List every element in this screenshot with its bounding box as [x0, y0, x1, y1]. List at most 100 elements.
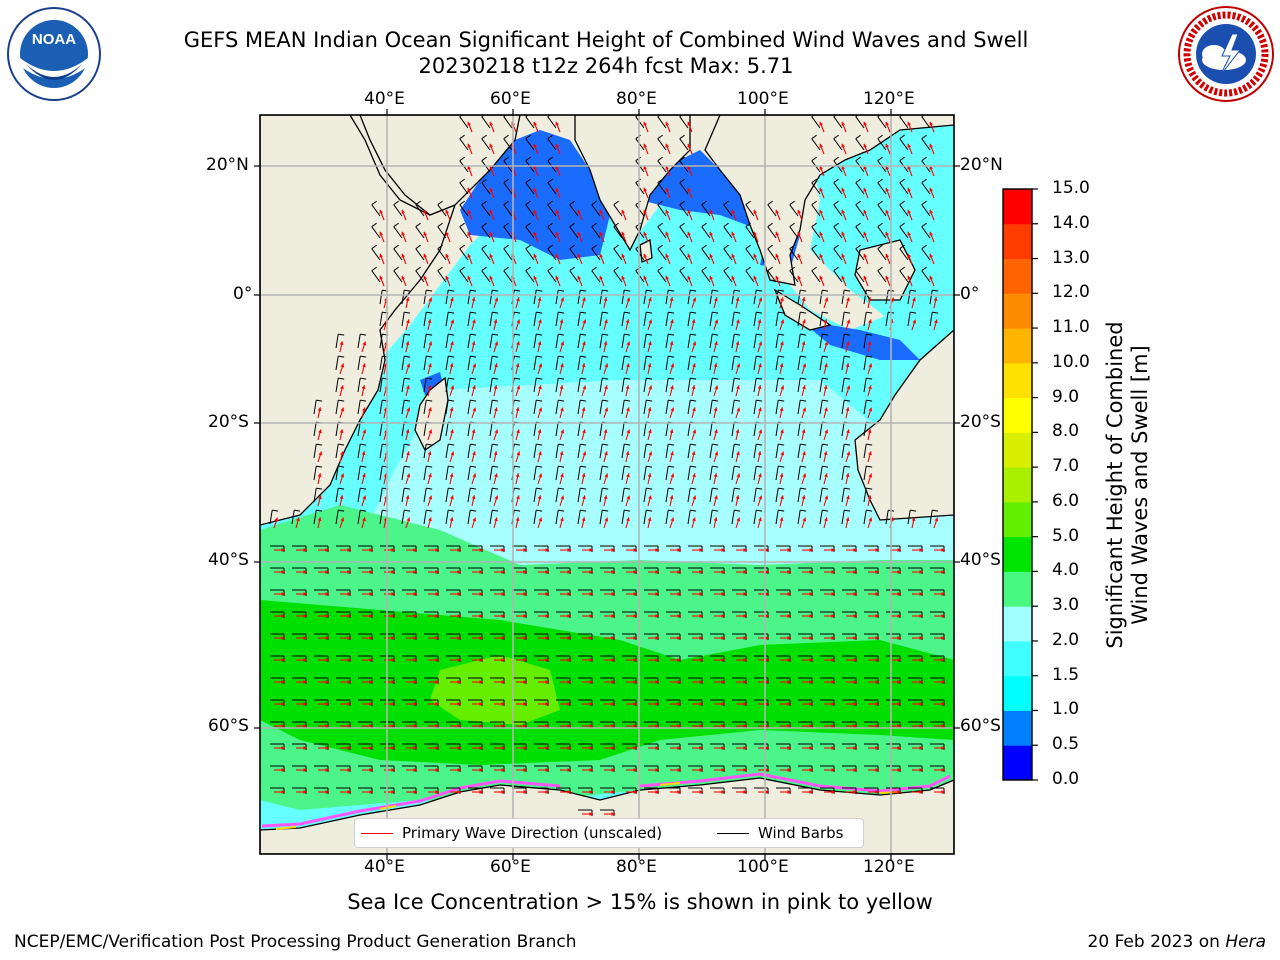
wave-direction-arrow: [577, 275, 583, 287]
wind-barb: [313, 509, 323, 525]
wave-direction-arrow: [560, 746, 571, 750]
wave-direction-arrow: [779, 451, 785, 463]
wind-barb: [525, 266, 535, 283]
colorbar-segment-8: [1003, 467, 1032, 503]
wave-direction-arrow: [537, 297, 542, 309]
wind-barb: [899, 222, 909, 239]
colorbar-tick-label: 9.0: [1052, 386, 1080, 407]
wind-barb: [335, 509, 345, 525]
wind-barb: [622, 655, 637, 662]
wave-direction-arrow: [296, 592, 307, 596]
wind-barb: [797, 487, 807, 503]
wind-barb: [489, 399, 499, 415]
wind-barb: [864, 655, 879, 662]
wave-direction-arrow: [845, 495, 850, 507]
wave-direction-arrow: [406, 724, 417, 728]
wind-barb: [424, 633, 439, 640]
wave-direction-arrow: [907, 253, 913, 265]
wind-barb: [357, 487, 367, 503]
wind-barb: [599, 509, 609, 525]
wave-direction-arrow: [824, 592, 835, 596]
wave-direction-arrow: [714, 768, 725, 772]
wind-barb: [292, 589, 307, 596]
wind-barb: [775, 443, 785, 459]
wind-barb: [613, 222, 623, 239]
wind-barb: [709, 443, 719, 459]
wave-direction-arrow: [863, 121, 869, 133]
legend-item-wind-barbs: Wind Barbs: [717, 824, 843, 842]
wave-direction-arrow: [802, 548, 813, 552]
wind-barb: [534, 611, 549, 618]
colorbar-tick-label: 8.0: [1052, 421, 1080, 442]
wind-barb: [811, 266, 821, 283]
wave-direction-arrow: [692, 724, 703, 728]
wind-barb: [753, 465, 763, 481]
wave-direction-arrow: [709, 253, 715, 265]
wave-direction-arrow: [626, 614, 637, 618]
wave-direction-arrow: [648, 614, 659, 618]
wave-direction-arrow: [780, 680, 791, 684]
wind-barb: [578, 699, 593, 706]
wind-barb: [503, 222, 513, 239]
wave-direction-arrow: [775, 231, 781, 243]
wave-direction-arrow: [846, 570, 857, 574]
wave-direction-arrow: [647, 429, 652, 441]
wave-direction-arrow: [669, 385, 674, 397]
chart-title: GEFS MEAN Indian Ocean Significant Heigh…: [183, 28, 1029, 52]
wind-barb: [468, 545, 483, 552]
wind-barb: [402, 567, 417, 574]
wave-direction-arrow: [560, 636, 571, 640]
wave-direction-arrow: [559, 407, 564, 419]
wave-direction-arrow: [384, 614, 395, 618]
wind-barb: [547, 134, 557, 151]
wave-direction-arrow: [582, 658, 593, 662]
wind-barb: [930, 545, 945, 552]
wind-barb: [569, 222, 579, 239]
wave-direction-arrow: [846, 702, 857, 706]
wave-direction-arrow: [340, 702, 351, 706]
wind-barb: [899, 115, 909, 129]
wave-direction-arrow: [296, 614, 307, 618]
wave-direction-arrow: [665, 253, 671, 265]
wind-barb: [687, 465, 697, 481]
wind-barb: [577, 377, 587, 393]
wave-direction-arrow: [802, 592, 813, 596]
wind-barb: [314, 545, 329, 552]
wave-direction-arrow: [494, 592, 505, 596]
wave-direction-arrow: [384, 680, 395, 684]
wave-direction-arrow: [912, 702, 923, 706]
wave-direction-arrow: [819, 143, 825, 155]
wave-direction-arrow: [779, 517, 784, 529]
wave-direction-arrow: [318, 636, 329, 640]
wave-direction-arrow: [318, 746, 329, 750]
wind-barb: [415, 200, 425, 217]
wave-direction-arrow: [339, 451, 344, 463]
wave-direction-arrow: [533, 275, 539, 287]
wind-barb: [877, 266, 887, 283]
wave-direction-arrow: [863, 187, 869, 199]
wind-barb: [665, 355, 675, 371]
wind-barb: [358, 545, 373, 552]
wave-direction-arrow: [384, 724, 395, 728]
wave-direction-arrow: [449, 517, 454, 529]
wave-direction-arrow: [445, 209, 451, 221]
wind-barb: [292, 699, 307, 706]
wind-barb: [534, 677, 549, 684]
wave-direction-arrow: [515, 473, 520, 485]
wave-direction-arrow: [405, 495, 410, 507]
wind-barb: [841, 333, 851, 349]
wind-barb: [819, 311, 829, 327]
wave-direction-arrow: [819, 209, 825, 221]
wave-direction-arrow: [868, 614, 879, 618]
wind-barb: [358, 699, 373, 706]
wave-direction-arrow: [582, 812, 593, 816]
colorbar-segment-2: [1003, 675, 1032, 711]
wave-direction-arrow: [885, 121, 891, 133]
wind-barb: [314, 589, 329, 596]
wave-direction-arrow: [934, 636, 945, 640]
wind-barb: [753, 311, 763, 327]
wave-direction-arrow: [428, 570, 439, 574]
wave-direction-arrow: [824, 790, 835, 794]
wind-barb: [423, 289, 433, 305]
wind-barb: [591, 266, 601, 283]
